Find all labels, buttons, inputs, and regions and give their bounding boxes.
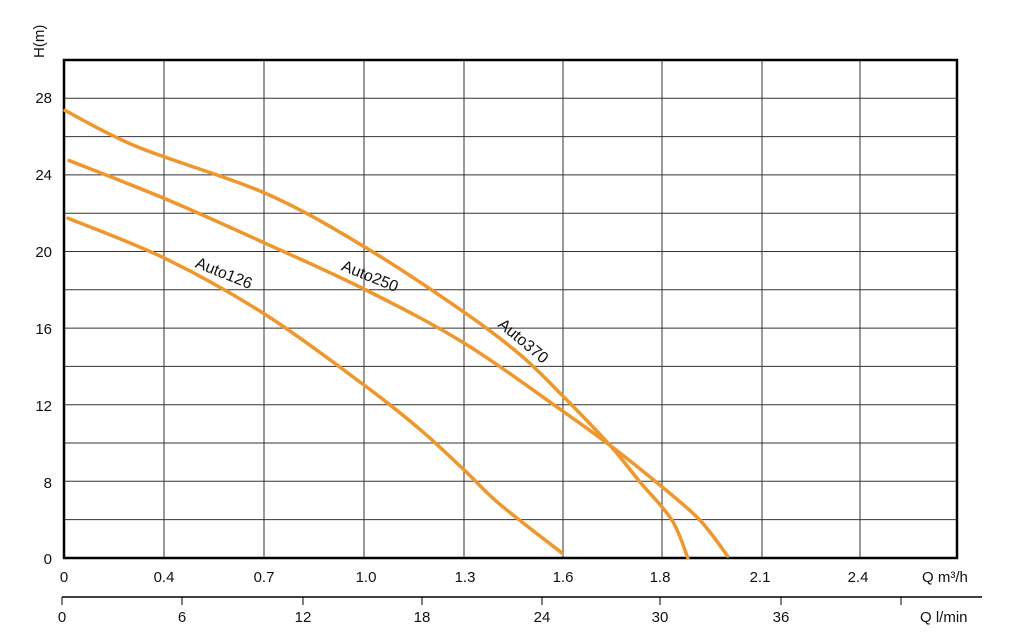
x-tick-label-lmin: 30 (652, 609, 669, 626)
curve-auto370 (63, 108, 690, 560)
x-tick-label-m3h: 1.0 (356, 569, 377, 586)
x-tick-label-lmin: 18 (414, 609, 431, 626)
x-tick-label-m3h: 2.1 (750, 569, 771, 586)
x-tick-label-m3h: 0.7 (254, 569, 275, 586)
y-tick-label: 12 (35, 398, 52, 415)
plot-frame (62, 58, 959, 560)
x-tick-label-m3h: 1.8 (650, 569, 671, 586)
y-tick-label: 24 (35, 167, 52, 184)
curve-auto250 (67, 158, 730, 558)
series-label: Auto126 (193, 255, 255, 293)
x-tick-label-lmin: 0 (58, 609, 66, 626)
y-tick-label: 20 (35, 244, 52, 261)
x-tick-label-m3h: 0.4 (154, 569, 175, 586)
y-tick-label: 28 (35, 90, 52, 107)
grid (64, 60, 957, 558)
x-tick-label-lmin: 12 (295, 609, 312, 626)
x-tick-label-m3h: 0 (60, 569, 68, 586)
x-tick-label-lmin: 36 (773, 609, 790, 626)
y-axis-label: H(m) (31, 25, 48, 58)
x-tick-label-m3h: 2.4 (848, 569, 869, 586)
x-tick-label-lmin: 6 (178, 609, 186, 626)
tick-labels: 0 8 12 16 20 24 28 0 0.4 0.7 1.0 1.3 1.6 1.8 2.1 2.4 0 6 1… (35, 90, 902, 626)
x-tick-label-m3h: 1.6 (553, 569, 574, 586)
x-axis-label: Q m³/h (922, 569, 968, 586)
x-tick-label-m3h: 1.3 (455, 569, 476, 586)
y-tick-label: 16 (35, 321, 52, 338)
x-tick-label-lmin: 24 (534, 609, 551, 626)
secondary-x-axis-label: Q l/min (920, 609, 968, 626)
y-tick-label: 0 (44, 551, 52, 568)
curve-auto126 (66, 216, 564, 555)
y-tick-label: 8 (44, 475, 52, 492)
